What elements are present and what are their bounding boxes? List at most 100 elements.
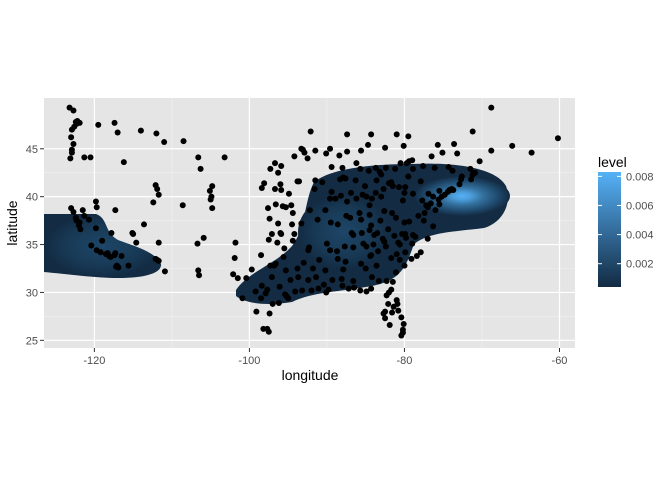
data-point	[425, 190, 432, 197]
data-point	[409, 157, 416, 164]
data-point	[306, 207, 313, 214]
data-point	[338, 276, 345, 283]
data-point	[375, 248, 382, 255]
data-point	[430, 223, 437, 230]
data-point	[323, 240, 330, 247]
data-point	[365, 141, 372, 148]
data-point	[468, 176, 475, 183]
data-point	[140, 221, 147, 228]
data-point	[361, 183, 368, 190]
data-point	[262, 290, 269, 297]
legend-tick-label: 0.004	[626, 230, 654, 242]
data-point	[424, 235, 431, 242]
data-point	[206, 187, 213, 194]
data-point	[398, 332, 405, 339]
data-point	[278, 186, 285, 193]
data-point	[304, 155, 311, 162]
data-point	[275, 299, 282, 306]
data-point	[413, 253, 420, 260]
data-point	[209, 205, 216, 212]
data-point	[420, 163, 427, 170]
data-point	[396, 256, 403, 263]
data-point	[441, 191, 448, 198]
y-tick-label: 40	[26, 192, 38, 204]
data-point	[357, 287, 364, 294]
data-point	[451, 140, 458, 147]
data-point	[334, 221, 341, 228]
data-point	[382, 315, 389, 322]
data-point	[301, 149, 308, 156]
data-point	[372, 189, 379, 196]
data-point	[87, 154, 94, 161]
data-point	[308, 287, 315, 294]
data-point	[362, 265, 369, 272]
data-point	[325, 286, 332, 293]
data-point	[408, 255, 415, 262]
data-point	[314, 216, 321, 223]
data-point	[436, 201, 443, 208]
data-point	[419, 197, 426, 204]
data-point	[347, 189, 354, 196]
data-point	[300, 259, 307, 266]
data-point	[261, 180, 268, 187]
data-point	[382, 144, 389, 151]
data-point	[381, 238, 388, 245]
data-point	[99, 237, 106, 244]
data-point	[393, 251, 400, 258]
data-point	[289, 209, 296, 216]
data-point	[347, 214, 354, 221]
data-point	[385, 289, 392, 296]
data-point	[403, 234, 410, 241]
y-axis: 25 30 35 40 45	[26, 144, 44, 347]
data-point	[265, 236, 272, 243]
data-point	[383, 277, 390, 284]
data-point	[398, 314, 405, 321]
y-tick-label: 25	[26, 335, 38, 347]
data-point	[289, 237, 296, 244]
data-point	[328, 163, 335, 170]
data-point	[154, 185, 161, 192]
data-point	[313, 274, 320, 281]
data-point	[299, 287, 306, 294]
data-point	[155, 191, 162, 198]
data-point	[356, 209, 363, 216]
data-point	[456, 181, 463, 188]
data-point	[269, 300, 276, 307]
data-point	[267, 165, 274, 172]
data-point	[77, 226, 84, 233]
data-point	[374, 230, 381, 237]
data-point	[272, 201, 279, 208]
data-point	[88, 242, 95, 249]
data-point	[298, 220, 305, 227]
data-point	[115, 264, 122, 271]
data-point	[385, 180, 392, 187]
data-point	[307, 128, 314, 135]
data-point	[272, 185, 279, 192]
data-point	[327, 247, 334, 254]
x-tick-label: -100	[238, 355, 260, 367]
data-point	[385, 300, 392, 307]
data-point	[430, 193, 437, 200]
data-point	[289, 221, 296, 228]
data-point	[161, 139, 168, 146]
data-point	[423, 202, 430, 209]
data-point	[311, 185, 318, 192]
data-point	[469, 128, 476, 135]
data-point	[345, 285, 352, 292]
data-point	[92, 225, 99, 232]
data-point	[68, 126, 75, 133]
data-point	[405, 133, 412, 140]
data-point	[401, 189, 408, 196]
data-point	[467, 165, 474, 172]
data-point	[344, 131, 351, 138]
data-point	[409, 240, 416, 247]
data-point	[81, 212, 88, 219]
data-point	[399, 197, 406, 204]
data-point	[357, 165, 364, 172]
data-point	[344, 148, 351, 155]
data-point	[232, 239, 239, 246]
data-point	[476, 158, 483, 165]
data-point	[421, 209, 428, 216]
data-point	[209, 183, 216, 190]
data-point	[153, 130, 160, 137]
